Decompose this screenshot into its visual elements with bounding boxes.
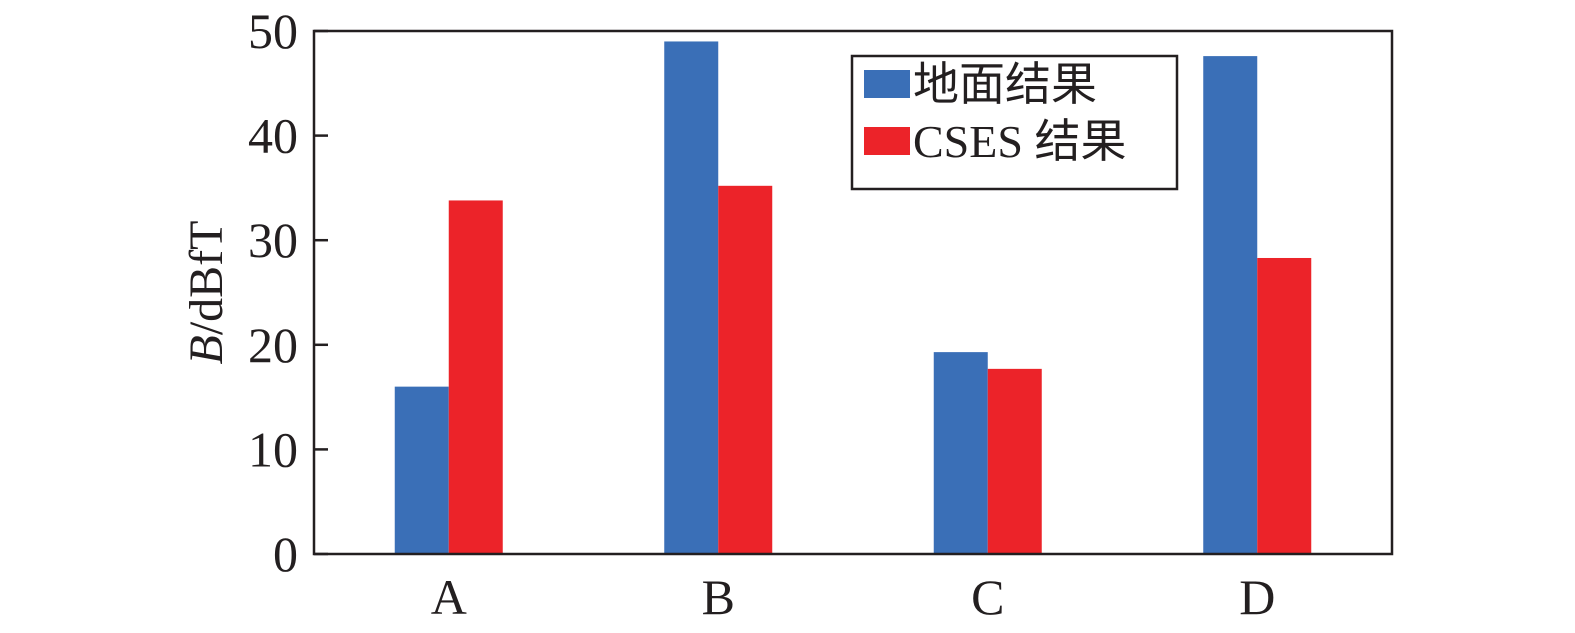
x-tick-label: D [1239, 569, 1275, 625]
x-tick-label: A [431, 569, 467, 625]
bar-A-series-2 [448, 200, 503, 554]
x-tick-label: C [971, 569, 1004, 625]
bar-C-series-2 [987, 368, 1042, 554]
legend-swatch-ground [864, 70, 910, 98]
bar-C-series-1 [933, 352, 988, 554]
y-tick-label: 30 [248, 212, 298, 268]
y-tick-label: 50 [248, 3, 298, 59]
y-tick-label: 0 [273, 526, 298, 582]
y-tick-label: 10 [248, 421, 298, 477]
legend-label-cses: CSES 结果 [913, 116, 1126, 167]
y-axis-title-italic: B [180, 335, 233, 364]
x-axis: A B C D [431, 569, 1276, 625]
bar-B-series-2 [718, 185, 773, 555]
bar-D-series-2 [1257, 257, 1312, 554]
y-tick-label: 20 [248, 317, 298, 373]
y-tick-label: 40 [248, 108, 298, 164]
y-axis-title: B/dBfT [180, 221, 233, 365]
y-axis-title-unit: /dBfT [180, 221, 233, 336]
bar-D-series-1 [1203, 56, 1258, 554]
y-axis: 0 10 20 30 40 50 [248, 3, 328, 582]
legend-swatch-cses [864, 127, 910, 155]
legend-label-ground: 地面结果 [913, 59, 1097, 110]
legend: 地面结果 CSES 结果 [850, 54, 1179, 191]
x-tick-label: B [702, 569, 735, 625]
bar-A-series-1 [394, 386, 449, 554]
bar-B-series-1 [664, 41, 719, 554]
plot-frame [312, 29, 1394, 556]
bars-layer [394, 41, 1312, 555]
